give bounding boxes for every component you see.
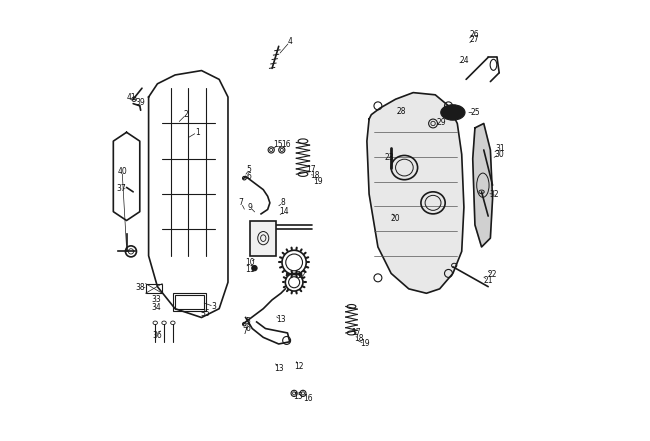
Text: 25: 25 [470, 108, 480, 117]
Text: 32: 32 [489, 191, 499, 199]
Text: 34: 34 [151, 303, 161, 312]
Text: 20: 20 [391, 214, 400, 223]
Text: 11: 11 [245, 265, 255, 274]
Text: 27: 27 [469, 35, 479, 44]
Ellipse shape [252, 265, 257, 271]
Text: 12: 12 [296, 271, 306, 280]
Text: 9: 9 [248, 203, 252, 212]
Text: 29: 29 [436, 118, 446, 127]
Text: 39: 39 [136, 98, 146, 107]
Polygon shape [367, 93, 464, 293]
Text: 16: 16 [281, 140, 291, 149]
Text: 17: 17 [306, 165, 316, 174]
Text: 8: 8 [281, 198, 285, 207]
Text: 15: 15 [293, 392, 302, 400]
Text: 13: 13 [274, 364, 283, 373]
Text: 26: 26 [469, 30, 479, 39]
Text: 33: 33 [151, 295, 161, 304]
Bar [146, 284, 162, 293]
Text: 35: 35 [200, 310, 210, 318]
Text: 13: 13 [276, 315, 286, 324]
Text: 1: 1 [195, 128, 200, 137]
Text: 5: 5 [247, 165, 252, 174]
Text: 30: 30 [494, 150, 504, 159]
Text: 10: 10 [245, 258, 255, 267]
Text: 22: 22 [488, 270, 497, 279]
Text: 2: 2 [184, 110, 188, 119]
Text: 41: 41 [127, 93, 136, 102]
Text: 3: 3 [211, 302, 216, 311]
Text: 21: 21 [484, 276, 493, 284]
Bar [175, 295, 203, 309]
Ellipse shape [441, 105, 465, 120]
Text: 23: 23 [384, 153, 394, 162]
Text: 6: 6 [247, 172, 252, 181]
Bar [173, 293, 206, 311]
Text: 18: 18 [311, 171, 320, 180]
Text: 7: 7 [239, 198, 244, 207]
Text: 12: 12 [294, 362, 304, 370]
Text: 19: 19 [360, 340, 369, 348]
Text: 24: 24 [459, 56, 469, 65]
Text: 15: 15 [273, 140, 283, 149]
Text: 18: 18 [355, 334, 364, 343]
Text: 17: 17 [351, 329, 361, 337]
Text: 38: 38 [136, 283, 146, 292]
Text: 5: 5 [246, 318, 250, 326]
Text: 4: 4 [287, 37, 292, 46]
Text: 36: 36 [153, 331, 162, 340]
Text: 6: 6 [246, 324, 250, 333]
Text: 28: 28 [396, 107, 406, 116]
Text: 19: 19 [313, 177, 323, 186]
Text: 14: 14 [280, 207, 289, 216]
Text: 31: 31 [495, 144, 505, 153]
Text: 37: 37 [116, 184, 126, 193]
Polygon shape [473, 123, 493, 247]
Text: 7: 7 [242, 327, 247, 336]
Bar [250, 220, 276, 256]
Text: 40: 40 [117, 167, 127, 176]
Text: 16: 16 [304, 394, 313, 403]
